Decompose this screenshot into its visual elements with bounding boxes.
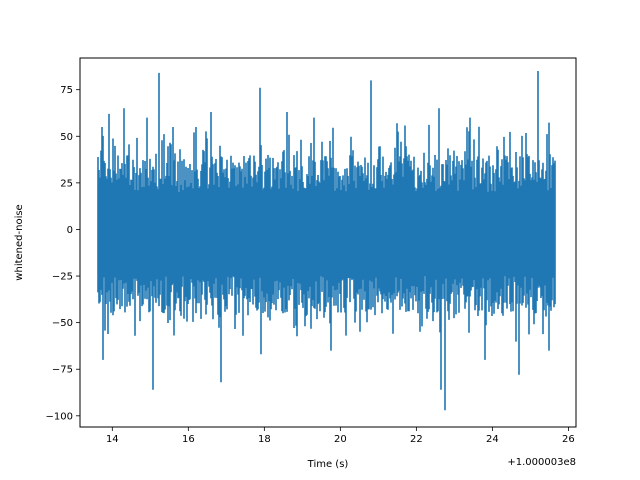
y-tick-label: −100	[46, 411, 73, 422]
series-line	[97, 71, 556, 411]
x-axis-offset-label: +1.000003e8	[507, 457, 576, 468]
x-tick-label: 18	[258, 434, 271, 445]
x-tick-label: 14	[106, 434, 119, 445]
y-axis-label: whitened-noise	[14, 204, 25, 280]
x-tick-label: 20	[334, 434, 347, 445]
y-tick-label: 0	[67, 225, 73, 236]
y-tick-label: 25	[60, 178, 73, 189]
y-tick-label: −50	[52, 318, 73, 329]
x-axis-label: Time (s)	[307, 459, 349, 470]
y-tick-label: 75	[60, 85, 73, 96]
y-tick-label: −75	[52, 365, 73, 376]
axes-frame	[79, 57, 577, 428]
y-tick-label: 50	[60, 132, 73, 143]
x-tick-label: 16	[182, 434, 195, 445]
data-series	[97, 71, 556, 411]
x-axis-ticks: 14 16 18 20 22 24 26	[106, 427, 575, 445]
x-tick-label: 22	[410, 434, 423, 445]
x-tick-label: 24	[486, 434, 499, 445]
x-tick-label: 26	[562, 434, 575, 445]
y-tick-label: −25	[52, 272, 73, 283]
y-axis-ticks: −100 −75 −50 −25 0 25 50 75	[46, 85, 80, 422]
